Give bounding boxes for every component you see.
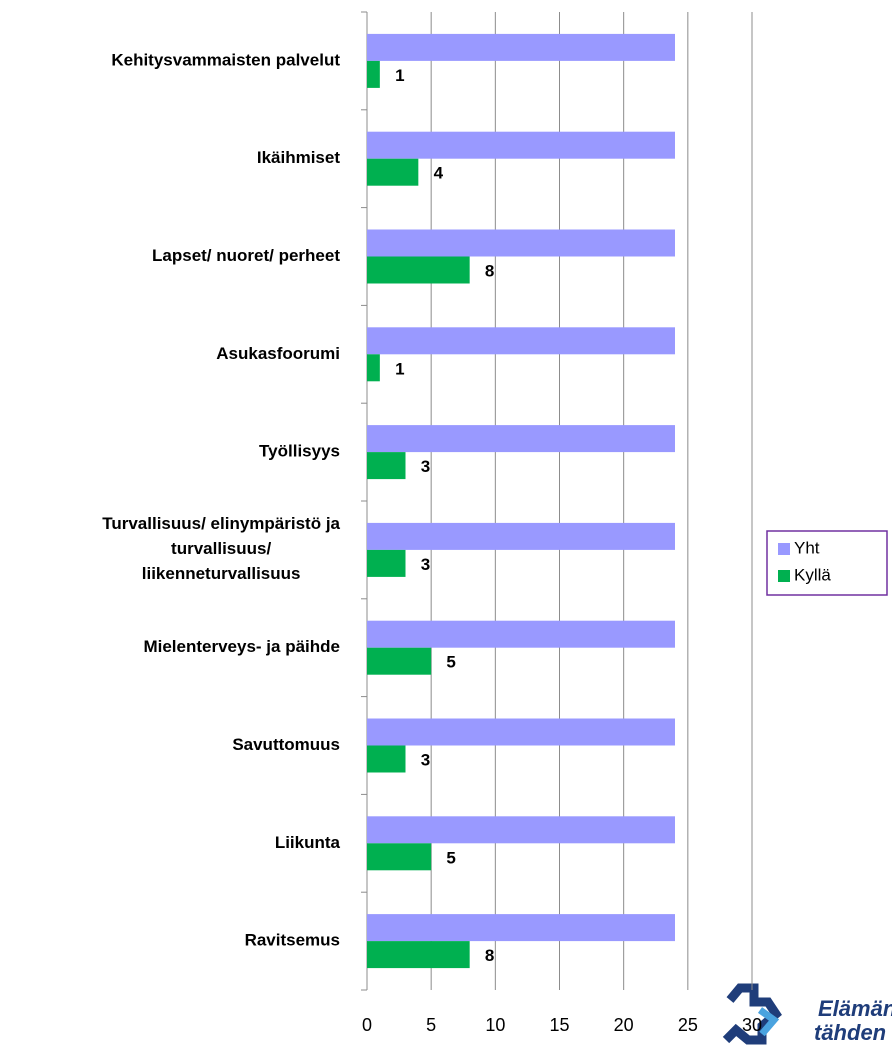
data-label: 5 [446,653,455,672]
y-tick-label: Työllisyys [259,442,340,461]
data-label: 1 [395,66,404,85]
data-label: 4 [434,164,444,183]
bar [367,914,675,942]
bar [367,647,432,675]
bar [367,354,380,382]
legend-label: Yht [794,538,820,557]
y-tick-label: Turvallisuus/ elinympäristö ja turvallisu… [102,514,340,583]
x-tick-label: 30 [742,1015,762,1035]
bar [367,620,675,648]
y-tick-label: Liikunta [275,833,341,852]
x-tick-label: 25 [678,1015,698,1035]
bar [367,843,432,871]
bar [367,941,470,969]
legend-swatch [778,543,790,555]
logo-text: tähden [814,1020,886,1045]
legend-swatch [778,570,790,582]
bar [367,131,675,159]
logo-text: Elämän [818,996,892,1021]
bar [367,522,675,550]
bar [367,256,470,284]
legend-label: Kyllä [794,565,831,584]
logo-icon-accent [757,1007,780,1037]
logo-icon [722,983,782,1045]
x-tick-label: 15 [549,1015,569,1035]
y-tick-label: Kehitysvammaisten palvelut [111,50,340,69]
bar [367,158,419,186]
bar [367,718,675,746]
x-tick-label: 20 [614,1015,634,1035]
y-tick-label: Lapset/ nuoret/ perheet [152,246,340,265]
data-label: 8 [485,261,494,280]
data-label: 5 [446,848,455,867]
x-tick-label: 10 [485,1015,505,1035]
bar [367,452,406,480]
bar [367,816,675,844]
y-tick-label: Ikäihmiset [257,148,340,167]
y-tick-label: Asukasfoorumi [216,344,340,363]
y-tick-label: Ravitsemus [245,931,340,950]
x-tick-label: 0 [362,1015,372,1035]
bar [367,327,675,355]
data-label: 1 [395,359,404,378]
bar [367,60,380,88]
bar [367,425,675,453]
x-tick-label: 5 [426,1015,436,1035]
data-label: 3 [421,457,430,476]
bar [367,229,675,257]
legend-box [766,530,888,596]
y-tick-label: Mielenterveys- ja päihde [143,637,340,656]
bar [367,33,675,61]
data-label: 8 [485,946,494,965]
bar [367,745,406,773]
data-label: 3 [421,555,430,574]
data-label: 3 [421,750,430,769]
y-tick-label: Savuttomuus [232,735,340,754]
bar [367,549,406,577]
logo: Elämän tähden [722,983,892,1045]
